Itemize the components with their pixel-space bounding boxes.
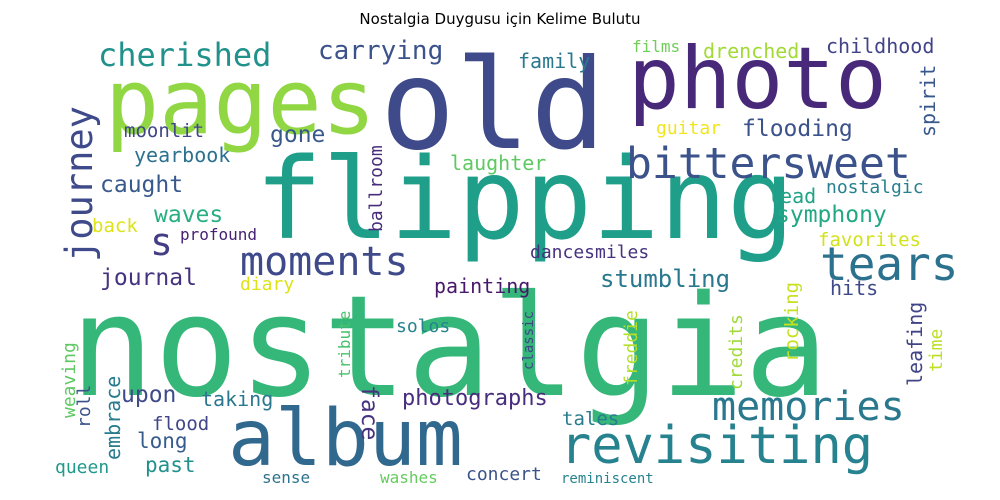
word-upon: upon (121, 382, 176, 408)
word-lead: lead (768, 184, 816, 208)
word-credits: credits (726, 314, 747, 390)
word-painting: painting (434, 274, 530, 298)
word-cherished: cherished (98, 36, 271, 74)
word-s: s (150, 220, 173, 264)
word-roll: roll (74, 385, 95, 428)
word-washes: washes (380, 468, 438, 487)
word-old: old (380, 33, 606, 178)
word-spirit: spirit (916, 65, 940, 137)
word-carrying: carrying (318, 36, 443, 66)
word-gone: gone (270, 122, 325, 148)
word-tribute: tribute (335, 311, 354, 378)
word-rocking: rocking (781, 282, 803, 362)
word-time: time (926, 329, 947, 372)
word-flipping: flipping (255, 135, 794, 265)
word-dancesmiles: dancesmiles (530, 242, 649, 263)
word-classic: classic (521, 311, 537, 370)
word-moments: moments (240, 239, 409, 285)
word-album: album (228, 394, 463, 484)
word-revisiting: revisiting (560, 416, 873, 476)
word-embrace: embrace (101, 376, 125, 460)
word-stumbling: stumbling (600, 265, 730, 293)
word-photographs: photographs (402, 386, 548, 411)
word-journal: journal (100, 265, 197, 291)
word-guitar: guitar (656, 118, 721, 139)
word-laughter: laughter (450, 151, 546, 175)
word-drenched: drenched (703, 39, 799, 63)
word-pages: pages (105, 50, 376, 155)
word-sense: sense (262, 468, 310, 487)
word-weaving: weaving (59, 342, 80, 418)
word-past: past (145, 453, 196, 477)
word-tales: tales (562, 408, 619, 430)
word-yearbook: yearbook (134, 143, 230, 167)
word-flooding: flooding (742, 116, 853, 142)
word-childhood: childhood (826, 34, 934, 58)
word-flood: flood (152, 413, 209, 435)
word-favorites: favorites (818, 229, 921, 251)
word-concert: concert (466, 464, 542, 485)
word-waves: waves (154, 202, 223, 228)
word-nostalgic: nostalgic (826, 177, 924, 198)
word-memories: memories (712, 384, 905, 430)
word-films: films (632, 37, 680, 56)
word-queen: queen (55, 457, 109, 478)
word-bittersweet: bittersweet (626, 139, 911, 189)
word-reminiscent: reminiscent (561, 471, 654, 487)
word-caught: caught (100, 172, 183, 198)
word-taking: taking (201, 387, 273, 411)
word-long: long (137, 429, 188, 453)
word-moonlit: moonlit (124, 120, 204, 142)
word-nostalgia: nostalgia (70, 266, 829, 429)
word-journey: journey (58, 106, 101, 262)
word-face: face (356, 385, 382, 440)
chart-title: Nostalgia Duygusu için Kelime Bulutu (359, 10, 641, 28)
word-family: family (518, 49, 590, 73)
word-ballroom: ballroom (366, 145, 387, 232)
word-leafing: leafing (903, 302, 927, 386)
word-back: back (92, 215, 138, 237)
word-profound: profound (180, 225, 257, 244)
word-hits: hits (830, 276, 878, 300)
word-tears: tears (820, 237, 958, 291)
word-photo: photo (628, 29, 887, 129)
word-freddie: freddie (621, 310, 642, 386)
word-solos: solos (396, 316, 450, 337)
word-symphony: symphony (776, 202, 887, 228)
word-diary: diary (240, 274, 294, 295)
